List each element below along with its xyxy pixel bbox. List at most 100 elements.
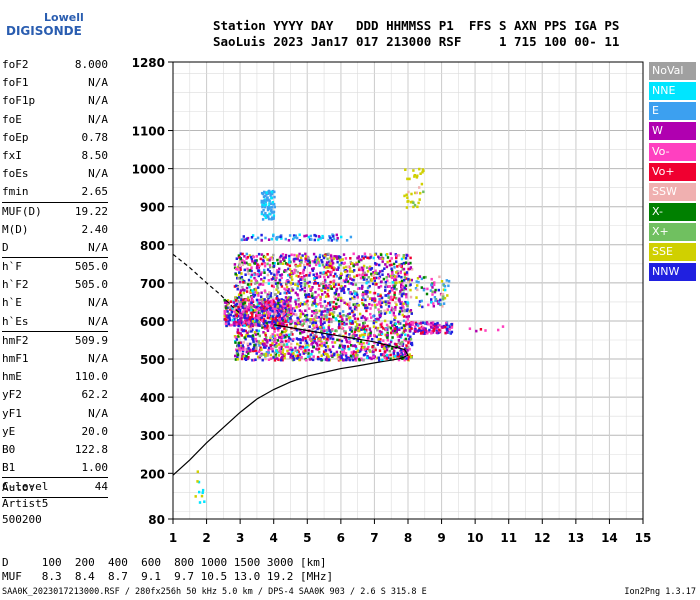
echo-point: [330, 308, 334, 311]
echo-point: [255, 347, 258, 350]
echo-point: [416, 277, 420, 280]
echo-point: [362, 353, 366, 357]
echo-point: [261, 319, 264, 322]
echo-point: [248, 285, 251, 289]
param-row: hmF2 509.9: [2, 332, 108, 350]
echo-point: [310, 350, 314, 353]
echo-point: [345, 274, 349, 278]
echo-point: [254, 309, 257, 312]
echo-point: [322, 280, 325, 284]
echo-point: [290, 270, 293, 273]
echo-point: [406, 358, 409, 361]
echo-point: [274, 355, 277, 358]
echo-point: [256, 307, 259, 310]
echo-point: [264, 211, 267, 215]
echo-point: [287, 280, 290, 284]
echo-point: [320, 310, 323, 314]
param-name: B1: [2, 461, 16, 475]
echo-point: [273, 205, 276, 209]
echo-point: [429, 289, 433, 292]
echo-point: [407, 315, 410, 318]
echo-point: [370, 267, 374, 270]
echo-point: [323, 321, 326, 324]
echo-point: [434, 322, 437, 326]
echo-point: [226, 310, 229, 313]
echo-point: [280, 358, 283, 362]
echo-point: [268, 191, 271, 195]
echo-point: [273, 330, 276, 333]
echo-point: [330, 354, 333, 357]
distance-muf-table: D 100 200 400 600 800 1000 1500 3000 [km…: [2, 556, 333, 584]
echo-point: [406, 196, 409, 199]
echo-point: [239, 257, 242, 261]
echo-point: [267, 316, 271, 319]
echo-point: [232, 310, 235, 313]
echo-point: [258, 313, 261, 317]
echo-point: [251, 358, 254, 362]
echo-point: [293, 235, 297, 239]
echo-point: [246, 344, 250, 347]
echo-point: [280, 273, 284, 276]
echo-point: [243, 255, 246, 258]
echo-point: [284, 339, 288, 343]
header-line1: Station YYYY DAY DDD HHMMSS P1 FFS S AXN…: [213, 18, 620, 33]
echo-point: [249, 327, 252, 331]
param-separator: [2, 496, 108, 498]
echo-point: [243, 336, 246, 339]
echo-point: [325, 345, 328, 349]
echo-point: [241, 278, 245, 282]
echo-point: [319, 319, 323, 323]
echo-point: [227, 316, 230, 319]
echo-point: [252, 358, 256, 362]
echo-point: [410, 192, 413, 196]
echo-point: [366, 347, 369, 351]
echo-point: [245, 238, 248, 241]
echo-point: [360, 343, 363, 346]
echo-point: [375, 276, 378, 280]
echo-point: [263, 309, 266, 313]
echo-point: [236, 349, 239, 353]
echo-point: [410, 312, 413, 315]
echo-point: [405, 357, 408, 360]
echo-point: [433, 327, 436, 331]
echo-point: [319, 301, 322, 305]
echo-point: [239, 268, 242, 271]
echo-point: [258, 306, 262, 309]
echo-point: [263, 276, 266, 280]
echo-point: [319, 322, 323, 326]
echo-point: [289, 333, 292, 336]
echo-point: [375, 283, 378, 286]
echo-point: [368, 267, 371, 270]
echo-point: [393, 275, 397, 278]
echo-point: [301, 277, 304, 280]
echo-point: [196, 480, 199, 483]
echo-point: [327, 320, 331, 324]
echo-point: [424, 275, 427, 279]
echo-point: [295, 265, 298, 268]
echo-point: [307, 235, 310, 239]
echo-point: [309, 234, 312, 238]
echo-point: [295, 322, 298, 326]
echo-point: [434, 288, 437, 292]
param-separator: [2, 477, 108, 479]
echo-point: [278, 257, 281, 260]
echo-point: [235, 306, 238, 310]
echo-point: [261, 314, 265, 317]
legend-ssw: SSW: [649, 182, 696, 201]
echo-point: [408, 329, 412, 332]
echo-point: [380, 344, 384, 348]
echo-point: [345, 278, 348, 282]
echo-point: [389, 321, 393, 325]
echo-point: [275, 349, 278, 352]
echo-point: [301, 338, 305, 342]
echo-point: [386, 256, 390, 259]
echo-point: [246, 256, 249, 259]
echo-point: [246, 267, 249, 271]
echo-point: [348, 322, 352, 325]
echo-point: [273, 305, 277, 309]
echo-point: [254, 316, 257, 320]
echo-point: [311, 303, 314, 307]
echo-point: [304, 295, 308, 299]
echo-point: [343, 285, 347, 288]
echo-point: [255, 311, 258, 314]
